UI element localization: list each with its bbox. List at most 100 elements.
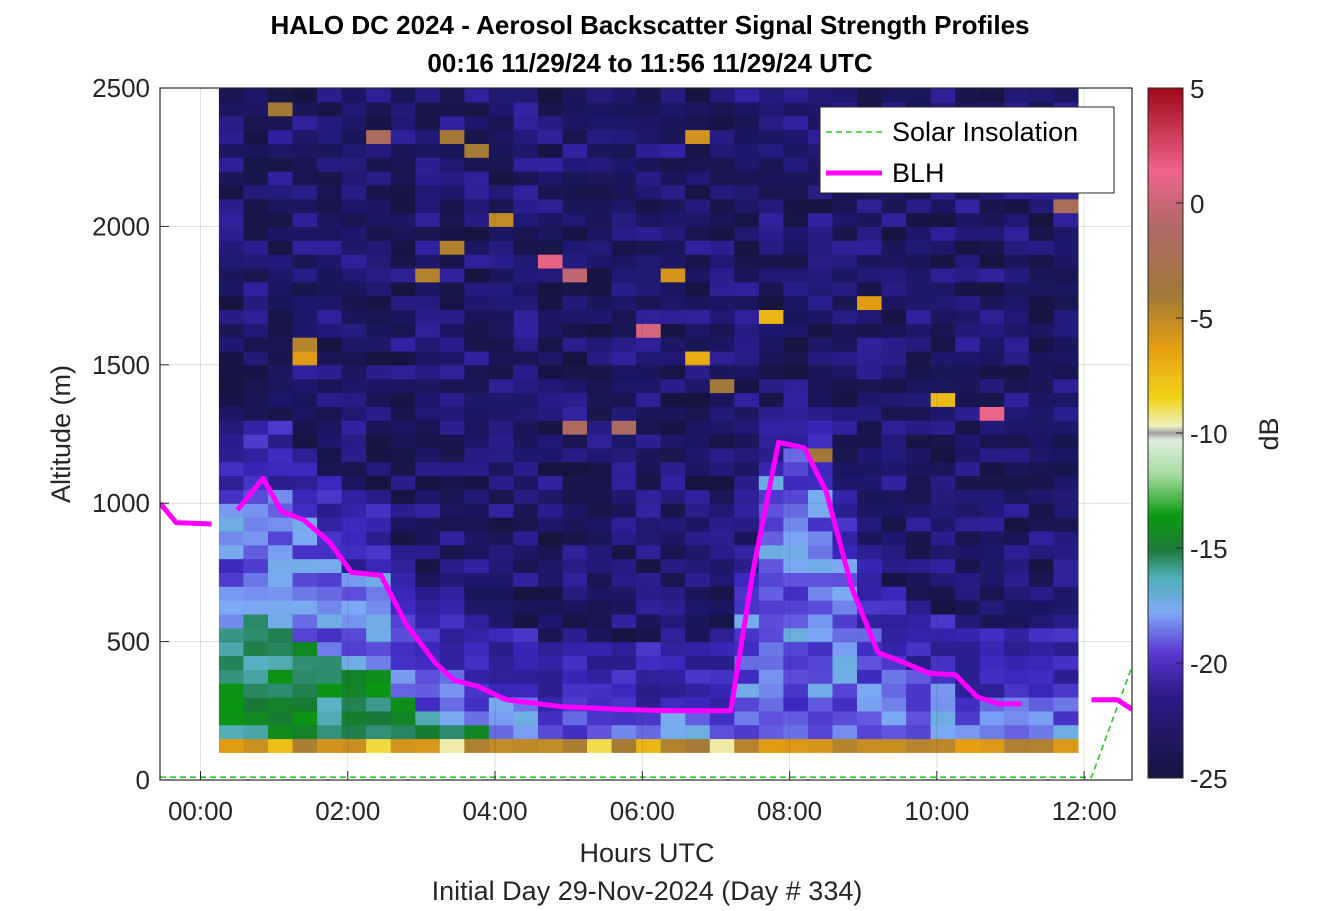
heatmap-cell: [906, 544, 932, 560]
heatmap-cell: [611, 143, 637, 158]
heatmap-cell: [317, 364, 343, 380]
heatmap-cell: [955, 364, 981, 380]
heatmap-cell: [537, 461, 564, 477]
heatmap-cell: [611, 710, 637, 726]
heatmap-cell: [268, 683, 294, 698]
heatmap-cell: [243, 350, 269, 366]
heatmap-cell: [881, 350, 907, 366]
heatmap-cell: [562, 530, 588, 546]
heatmap-cell: [488, 129, 515, 144]
heatmap-cell: [587, 350, 613, 366]
heatmap-cell: [243, 503, 269, 518]
heatmap-cell: [243, 669, 269, 684]
heatmap-cell: [685, 323, 711, 338]
heatmap-cell: [685, 337, 711, 352]
heatmap-cell: [955, 613, 981, 629]
heatmap-cell: [218, 254, 245, 269]
heatmap-cell: [857, 586, 883, 601]
heatmap-cell: [636, 115, 662, 131]
heatmap-cell: [366, 710, 392, 726]
x-tick-label: 02:00: [315, 796, 380, 826]
heatmap-cell: [341, 184, 367, 200]
heatmap-cell: [587, 392, 613, 407]
heatmap-cell: [979, 88, 1005, 103]
heatmap-cell: [537, 281, 564, 297]
heatmap-cell: [881, 337, 907, 352]
heatmap-cell: [881, 378, 907, 394]
heatmap-cell: [513, 489, 539, 504]
heatmap-cell: [636, 641, 662, 657]
heatmap-cell: [243, 295, 269, 311]
heatmap-cell: [636, 572, 662, 587]
heatmap-cell: [464, 88, 490, 103]
heatmap-cell: [513, 475, 539, 490]
heatmap-cell: [709, 295, 735, 311]
heatmap-cell: [390, 184, 416, 200]
y-axis-label: Altitude (m): [46, 365, 76, 503]
heatmap-cell: [513, 337, 539, 352]
heatmap-cell: [341, 226, 367, 241]
heatmap-cell: [587, 295, 613, 311]
heatmap-cell: [832, 517, 858, 532]
heatmap-cell: [660, 240, 686, 255]
heatmap-cell: [660, 683, 686, 698]
heatmap-cell: [783, 489, 809, 504]
heatmap-cell: [587, 669, 613, 684]
heatmap-cell: [660, 267, 686, 283]
heatmap-cell: [537, 613, 564, 629]
heatmap-cell: [636, 586, 662, 601]
heatmap-cell: [783, 378, 809, 394]
heatmap-cell: [636, 198, 662, 214]
heatmap-cell: [537, 323, 564, 338]
heatmap-cell: [660, 406, 686, 421]
heatmap-cell: [734, 240, 760, 255]
heatmap-cell: [832, 641, 858, 657]
heatmap-cell: [660, 461, 686, 477]
heatmap-cell: [268, 420, 294, 435]
heatmap-cell: [243, 392, 269, 407]
heatmap-cell: [390, 475, 416, 490]
heatmap-cell: [415, 489, 441, 504]
heatmap-cell: [857, 198, 883, 214]
heatmap-cell: [317, 738, 343, 753]
heatmap-cell: [807, 600, 834, 615]
blh-line-segment: [160, 501, 212, 527]
heatmap-cell: [881, 212, 907, 227]
heatmap-cell: [832, 669, 858, 684]
heatmap-cell: [218, 212, 245, 227]
heatmap-cell: [709, 281, 735, 297]
heatmap-cell: [390, 586, 416, 601]
heatmap-cell: [513, 115, 539, 131]
heatmap-cell: [832, 434, 858, 449]
heatmap-cell: [562, 254, 588, 269]
heatmap-cell: [734, 337, 760, 352]
heatmap-cell: [660, 696, 686, 712]
heatmap-cell: [636, 489, 662, 504]
heatmap-cell: [243, 600, 269, 615]
heatmap-cell: [464, 558, 490, 573]
heatmap-cell: [317, 129, 343, 144]
heatmap-cell: [734, 710, 760, 726]
heatmap-cell: [1028, 198, 1054, 214]
heatmap-cell: [341, 724, 367, 740]
heatmap-cell: [734, 143, 760, 158]
heatmap-cell: [832, 309, 858, 324]
heatmap-cell: [415, 350, 441, 366]
heatmap-cell: [390, 724, 416, 740]
heatmap-cell: [537, 544, 564, 560]
heatmap-cell: [783, 212, 809, 227]
heatmap-cell: [906, 212, 932, 227]
heatmap-cell: [243, 240, 269, 255]
heatmap-cell: [709, 503, 735, 518]
heatmap-cell: [537, 600, 564, 615]
heatmap-cell: [218, 586, 245, 601]
heatmap-cell: [218, 475, 245, 490]
heatmap-cell: [439, 475, 465, 490]
x-tick-label: 08:00: [757, 796, 822, 826]
heatmap-cell: [268, 710, 294, 726]
heatmap-cell: [685, 184, 711, 200]
heatmap-cell: [783, 627, 809, 643]
heatmap-cell: [906, 613, 932, 629]
heatmap-cell: [1053, 613, 1079, 629]
heatmap-cell: [268, 101, 294, 117]
